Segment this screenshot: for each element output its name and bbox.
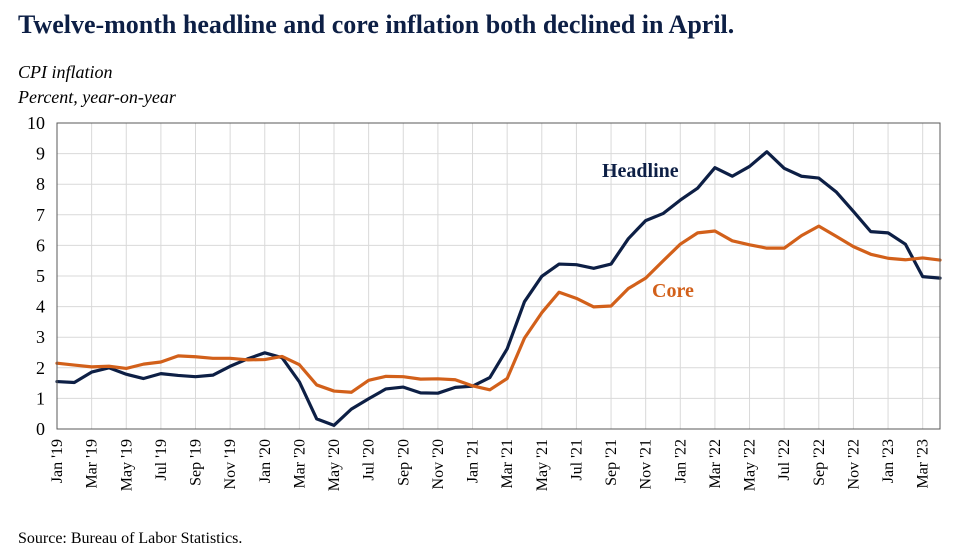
series-label-core: Core — [652, 280, 694, 302]
y-axis-ticks: 0 1 2 3 4 5 6 7 8 9 10 — [27, 113, 45, 439]
x-tick-label: Nov '20 — [430, 439, 447, 489]
x-tick-label: Sep '20 — [395, 439, 412, 486]
x-tick-label: May '19 — [118, 439, 135, 491]
x-tick-label: Sep '22 — [811, 439, 828, 486]
y-tick-label: 7 — [36, 205, 45, 225]
chart-subtitle: CPI inflation — [18, 62, 113, 82]
x-tick-label: Mar '20 — [291, 439, 308, 489]
x-tick-label: May '20 — [326, 439, 343, 491]
x-tick-label: Mar '19 — [84, 439, 101, 489]
x-tick-label: Sep '19 — [188, 439, 205, 486]
x-axis-ticks: Jan '19 Mar '19 May '19 Jul '19 Sep '19 Nov '… — [49, 439, 932, 491]
x-tick-label: Jan '21 — [465, 439, 482, 483]
y-tick-label: 0 — [36, 419, 45, 439]
series-lines — [55, 150, 942, 427]
y-axis-unit-label: Percent, year-on-year — [18, 87, 176, 107]
plot-area-frame — [56, 122, 941, 430]
y-tick-label: 5 — [36, 266, 45, 286]
x-tick-label: Jul '19 — [153, 439, 170, 481]
x-tick-label: Jul '20 — [361, 439, 378, 481]
x-tick-label: Nov '19 — [222, 439, 239, 489]
x-tick-label: Mar '22 — [707, 439, 724, 489]
y-tick-label: 6 — [36, 235, 45, 255]
x-tick-label: Nov '21 — [638, 439, 655, 489]
source-note: Source: Bureau of Labor Statistics. — [18, 530, 243, 547]
x-tick-label: Jan '22 — [672, 439, 689, 483]
series-line-headline — [55, 150, 942, 427]
x-tick-label: Mar '21 — [499, 439, 516, 489]
y-tick-label: 1 — [36, 388, 45, 408]
y-tick-label: 10 — [27, 113, 45, 133]
y-tick-label: 3 — [36, 327, 45, 347]
x-tick-label: May '22 — [742, 439, 759, 491]
chart-title: Twelve-month headline and core inflation… — [18, 10, 735, 39]
series-label-headline: Headline — [602, 160, 679, 182]
y-tick-label: 2 — [36, 358, 45, 378]
y-tick-label: 9 — [36, 144, 45, 164]
x-tick-label: Jan '19 — [49, 439, 66, 483]
x-tick-label: Jan '23 — [880, 439, 897, 483]
series-line-core — [55, 224, 942, 394]
x-tick-label: May '21 — [534, 439, 551, 491]
x-tick-label: Jan '20 — [257, 439, 274, 483]
y-tick-label: 4 — [36, 297, 45, 317]
y-tick-label: 8 — [36, 174, 45, 194]
x-tick-label: Jul '22 — [776, 439, 793, 481]
grid-lines — [56, 122, 940, 430]
x-tick-label: Nov '22 — [845, 439, 862, 489]
x-tick-label: Mar '23 — [915, 439, 932, 489]
x-tick-label: Sep '21 — [603, 439, 620, 486]
x-tick-label: Jul '21 — [568, 439, 585, 481]
